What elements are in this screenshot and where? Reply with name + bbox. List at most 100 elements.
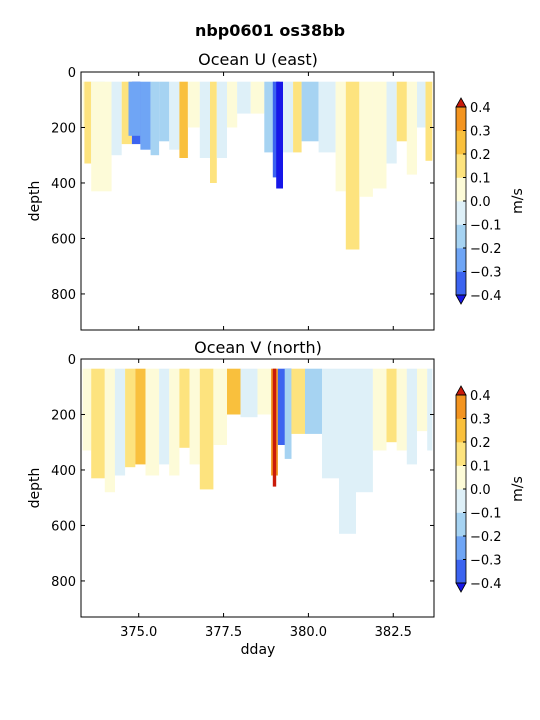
y-tick-label: 400 bbox=[51, 177, 76, 192]
colorbar-segment bbox=[456, 248, 466, 272]
panel-title: Ocean V (north) bbox=[194, 338, 322, 357]
heatmap-cell bbox=[250, 81, 265, 114]
heatmap-cell bbox=[213, 368, 227, 445]
colorbar-tick-label: −0.2 bbox=[470, 530, 502, 545]
heatmap-cell bbox=[417, 81, 426, 128]
heatmap-cell bbox=[159, 81, 170, 142]
heatmap-cell bbox=[227, 368, 241, 415]
heatmap-cell bbox=[335, 81, 346, 192]
heatmap-cell bbox=[301, 81, 319, 142]
heatmap-cell bbox=[396, 81, 407, 142]
heatmap-cell bbox=[169, 81, 180, 150]
heatmap-cell bbox=[114, 368, 126, 476]
heatmap-cell bbox=[318, 81, 336, 153]
heatmap-cell bbox=[257, 368, 272, 415]
heatmap-cell bbox=[145, 368, 160, 476]
heatmap-cell bbox=[283, 81, 294, 153]
colorbar-tick-label: −0.3 bbox=[470, 266, 502, 281]
heatmap-cell bbox=[135, 368, 146, 465]
colorbar-tick-label: 0.1 bbox=[470, 172, 491, 187]
colorbar-label: m/s bbox=[510, 476, 526, 502]
x-axis-label: dday bbox=[241, 642, 276, 658]
colorbar-ticks: −0.4 −0.3 −0.2 −0.1 0.0 0.1 0.2 0.3 0.4 bbox=[463, 389, 502, 592]
figure-title: nbp0601 os38bb bbox=[195, 21, 345, 40]
heatmap-cell bbox=[284, 368, 292, 459]
colorbar-tick-label: 0.4 bbox=[470, 389, 491, 404]
colorbar-tick-label: −0.2 bbox=[470, 242, 502, 257]
heatmap-cell bbox=[237, 81, 251, 114]
heatmap-cell bbox=[305, 368, 322, 434]
y-tick-label: 600 bbox=[51, 519, 76, 534]
colorbar-extend-max bbox=[455, 97, 467, 108]
colorbar-segment bbox=[456, 177, 466, 202]
colorbar-tick-label: 0.2 bbox=[470, 436, 491, 451]
heatmap-cell bbox=[372, 368, 387, 451]
heatmap-cell bbox=[159, 368, 170, 465]
heatmap-cell bbox=[140, 81, 151, 150]
x-tick-label: 377.5 bbox=[205, 625, 242, 640]
x-axis-ticks: 375.0 377.5 380.0 382.5 bbox=[120, 359, 412, 640]
plot-frame bbox=[80, 358, 435, 618]
y-tick-label: 600 bbox=[51, 232, 76, 247]
y-axis-ticks: 0 200 400 600 800 bbox=[51, 66, 434, 303]
colorbar-body bbox=[455, 97, 467, 305]
heatmap-cell bbox=[272, 368, 277, 487]
colorbar-extend-max bbox=[455, 385, 467, 396]
colorbar-tick-label: −0.3 bbox=[470, 554, 502, 569]
colorbar-tick-label: −0.1 bbox=[470, 219, 502, 234]
colorbar-tick-label: 0.3 bbox=[470, 125, 491, 140]
y-tick-label: 0 bbox=[68, 353, 76, 368]
colorbar-extend-min bbox=[455, 582, 467, 593]
heatmap-cell bbox=[386, 81, 397, 164]
heatmap-cell bbox=[128, 81, 141, 136]
colorbar-segment bbox=[456, 130, 466, 155]
colorbar-tick-label: 0.0 bbox=[470, 195, 491, 210]
colorbar-tick-label: 0.4 bbox=[470, 101, 491, 116]
heatmap-cell bbox=[179, 81, 188, 158]
panel-title: Ocean U (east) bbox=[198, 50, 318, 69]
heatmap-cell bbox=[125, 368, 136, 468]
heatmap-cell bbox=[82, 368, 92, 451]
y-axis-label: depth bbox=[27, 181, 43, 222]
panel-ocean-v: Ocean V (north) depth 375.0 377.5 380.0 382… bbox=[27, 338, 435, 658]
heatmap-cell bbox=[91, 81, 112, 192]
colorbar-segment bbox=[456, 489, 466, 513]
colorbar-label: m/s bbox=[510, 188, 526, 214]
heatmap-cell bbox=[187, 81, 200, 128]
colorbar-segment bbox=[456, 201, 466, 225]
colorbar-tick-label: −0.4 bbox=[470, 289, 502, 304]
y-tick-label: 800 bbox=[51, 575, 76, 590]
heatmap-cell bbox=[189, 368, 200, 465]
x-tick-label: 382.5 bbox=[375, 625, 412, 640]
heatmap-cell bbox=[276, 81, 283, 189]
colorbar-segment bbox=[456, 107, 466, 131]
colorbar-tick-label: 0.1 bbox=[470, 460, 491, 475]
y-tick-label: 800 bbox=[51, 288, 76, 303]
colorbar-segment bbox=[456, 512, 466, 537]
heatmap-cell bbox=[406, 368, 417, 465]
heatmap-cell bbox=[359, 81, 373, 197]
x-tick-label: 380.0 bbox=[290, 625, 327, 640]
heatmap-cell bbox=[355, 368, 373, 493]
y-tick-label: 0 bbox=[68, 66, 76, 81]
heatmap-cell bbox=[427, 368, 433, 451]
colorbar-tick-label: 0.3 bbox=[470, 413, 491, 428]
heatmap-cell bbox=[345, 81, 360, 250]
heatmap-cell bbox=[293, 81, 302, 153]
heatmap-cell bbox=[84, 81, 92, 164]
colorbar-segment bbox=[456, 154, 466, 178]
heatmap-cell bbox=[322, 368, 339, 479]
y-axis-ticks: 0 200 400 600 800 bbox=[51, 353, 434, 590]
heatmap-cell bbox=[169, 368, 180, 476]
colorbar-tick-label: 0.2 bbox=[470, 148, 491, 163]
heatmap-cell bbox=[91, 368, 105, 479]
y-tick-label: 200 bbox=[51, 121, 76, 136]
heatmap-cell bbox=[339, 368, 356, 534]
y-tick-label: 400 bbox=[51, 464, 76, 479]
heatmap-area bbox=[82, 81, 433, 250]
heatmap-cell bbox=[210, 81, 217, 183]
colorbar-tick-label: −0.4 bbox=[470, 577, 502, 592]
colorbar-segment bbox=[456, 395, 466, 419]
colorbar-segment bbox=[456, 418, 466, 443]
